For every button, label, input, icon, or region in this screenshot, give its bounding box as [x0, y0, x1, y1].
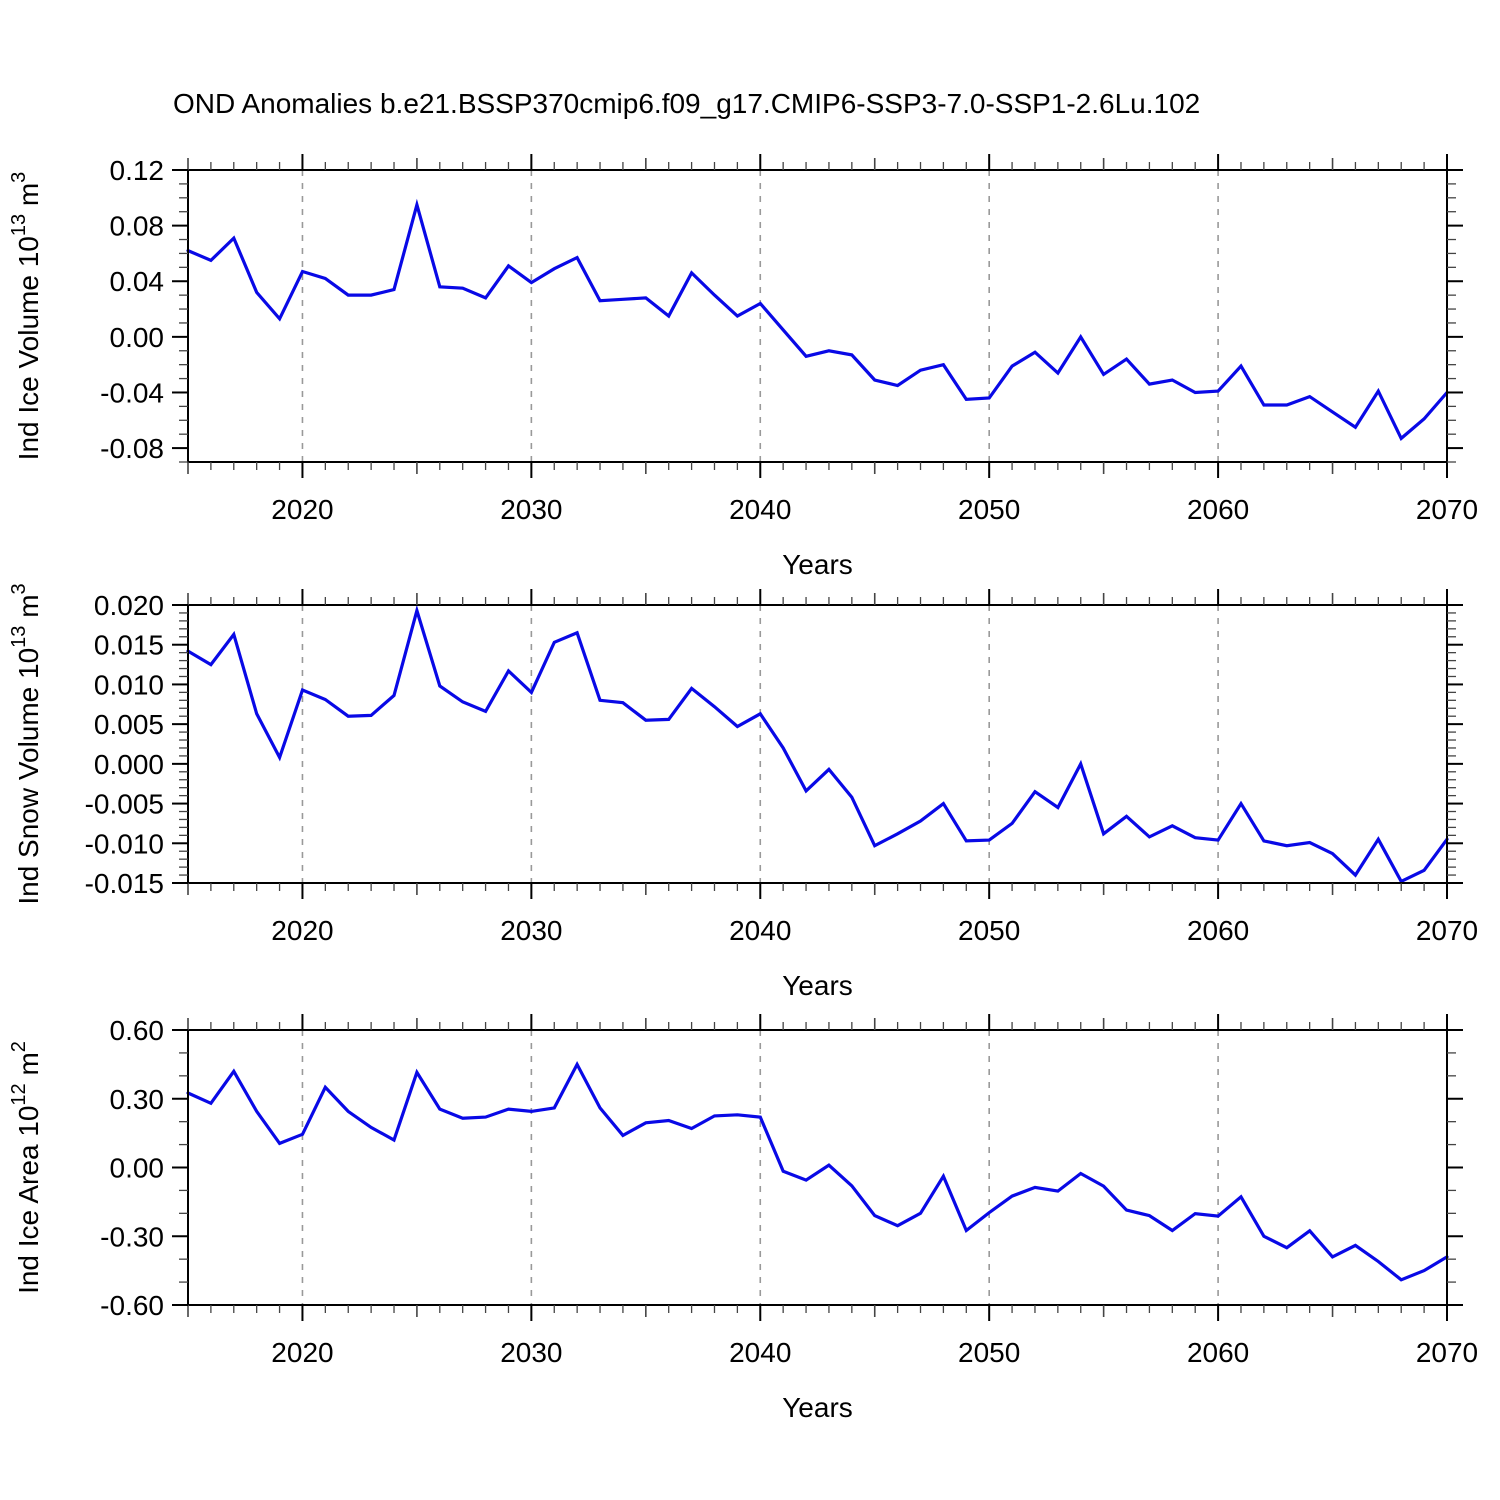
x-ticks — [187, 154, 1448, 478]
ice-area-series-line — [186, 1060, 1449, 1282]
x-tick-label: 2030 — [500, 1337, 562, 1368]
y-tick-label: 0.00 — [110, 1153, 165, 1184]
y-ticks — [172, 169, 1463, 463]
x-tick-label: 2030 — [500, 494, 562, 525]
x-tick-label: 2060 — [1187, 915, 1249, 946]
y-tick-label: 0.015 — [94, 630, 164, 661]
decade-gridlines — [301, 1030, 1219, 1305]
y-tick-label: 0.00 — [110, 322, 165, 353]
decade-gridlines — [301, 605, 1219, 883]
ice-volume-chart: 0.12 0.08 0.04 0.00 -0.04 -0.08 2020 2030 2040 20… — [8, 154, 1478, 580]
plot-border — [187, 1029, 1448, 1306]
ice-area-chart: 0.60 0.30 0.00 -0.30 -0.60 2020 2030 2040 2050 20… — [8, 1014, 1478, 1423]
ice-area-y-axis-title: Ind Ice Area 1012 m2 — [8, 1041, 44, 1294]
x-tick-label: 2050 — [958, 1337, 1020, 1368]
years-axis-label: Years — [782, 1392, 853, 1423]
x-tick-label: 2070 — [1416, 1337, 1478, 1368]
figure-title: OND Anomalies b.e21.BSSP370cmip6.f09_g17… — [173, 88, 1201, 119]
y-tick-label: -0.015 — [85, 868, 164, 899]
y-tick-label: -0.30 — [100, 1221, 164, 1252]
x-ticks — [187, 1014, 1448, 1321]
y-tick-label: 0.30 — [110, 1084, 165, 1115]
y-tick-label: -0.04 — [100, 377, 164, 408]
x-tick-label: 2020 — [271, 915, 333, 946]
decade-gridlines — [301, 170, 1219, 462]
years-axis-label: Years — [782, 549, 853, 580]
x-tick-label: 2070 — [1416, 915, 1478, 946]
x-tick-label: 2020 — [271, 494, 333, 525]
snow-volume-chart: 0.020 0.015 0.010 0.005 0.000 -0.005 -0.010 -0.… — [8, 583, 1478, 1001]
y-ticks — [172, 604, 1463, 884]
y-tick-label: 0.000 — [94, 749, 164, 780]
y-tick-label: 0.020 — [94, 590, 164, 621]
y-tick-label: 0.005 — [94, 709, 164, 740]
x-ticks — [187, 589, 1448, 899]
x-tick-label: 2040 — [729, 494, 791, 525]
ice-volume-y-axis-title: Ind Ice Volume 1013 m3 — [8, 172, 44, 461]
snow-volume-series-line — [186, 604, 1449, 884]
y-tick-label: -0.60 — [100, 1290, 164, 1321]
y-tick-label: -0.005 — [85, 789, 164, 820]
plot-border — [187, 169, 1448, 463]
plot-border — [187, 604, 1448, 884]
y-tick-label: 0.12 — [110, 155, 165, 186]
y-tick-label: 0.010 — [94, 669, 164, 700]
y-tick-label: -0.010 — [85, 828, 164, 859]
y-tick-label: 0.60 — [110, 1015, 165, 1046]
x-tick-label: 2050 — [958, 915, 1020, 946]
x-tick-label: 2060 — [1187, 494, 1249, 525]
x-tick-label: 2030 — [500, 915, 562, 946]
x-tick-label: 2040 — [729, 915, 791, 946]
y-tick-label: 0.08 — [110, 211, 165, 242]
y-ticks — [172, 1029, 1463, 1306]
x-tick-label: 2070 — [1416, 494, 1478, 525]
y-tick-label: -0.08 — [100, 433, 164, 464]
x-tick-label: 2050 — [958, 494, 1020, 525]
x-tick-label: 2060 — [1187, 1337, 1249, 1368]
y-tick-label: 0.04 — [110, 266, 165, 297]
x-tick-label: 2020 — [271, 1337, 333, 1368]
x-tick-label: 2040 — [729, 1337, 791, 1368]
snow-volume-y-axis-title: Ind Snow Volume 1013 m3 — [8, 583, 44, 904]
ice-volume-series-line — [186, 198, 1449, 441]
years-axis-label: Years — [782, 970, 853, 1001]
